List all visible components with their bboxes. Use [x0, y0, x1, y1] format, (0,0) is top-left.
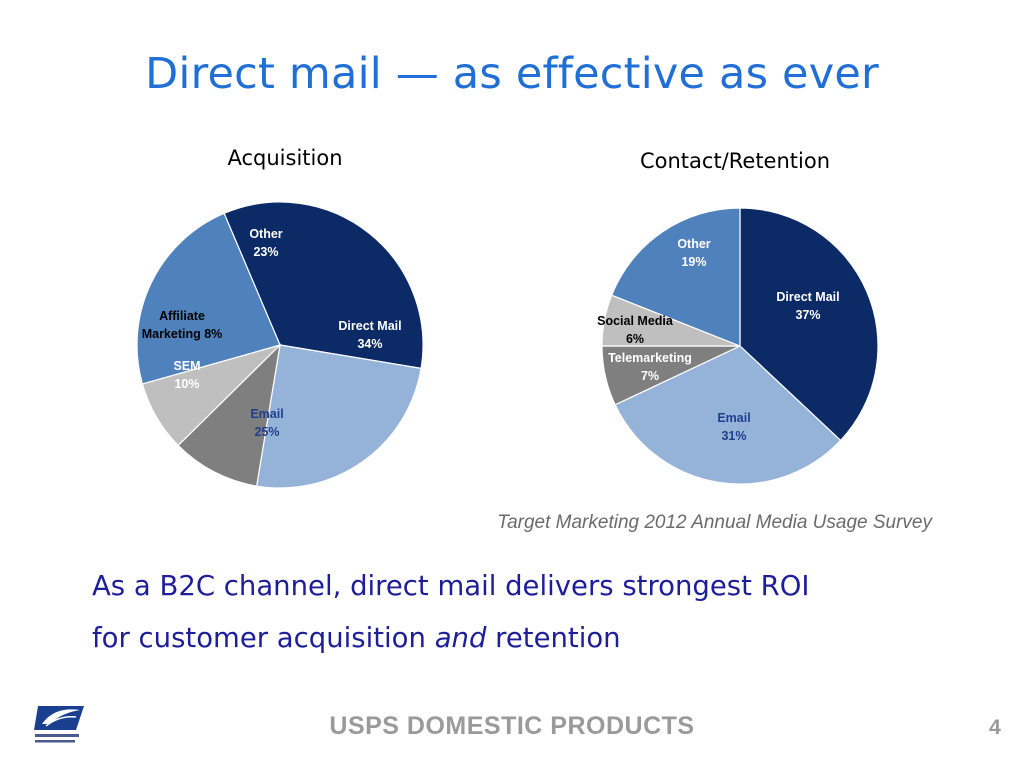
- pie-label-affiliate-marketing: Affiliate Marketing 8%: [142, 309, 223, 341]
- footer-brand: USPS DOMESTIC PRODUCTS: [329, 712, 695, 740]
- acquisition-chart-title: Acquisition: [227, 146, 343, 170]
- pie-slice-email: [614, 345, 842, 485]
- pie-slice-other: [610, 207, 741, 347]
- pie-label-email: Email 31%: [717, 411, 750, 443]
- body-line-1: As a B2C channel, direct mail delivers s…: [92, 570, 810, 602]
- body-line-2-emphasis: and: [434, 622, 487, 654]
- pie-label-social-media: Social Media 6%: [597, 314, 674, 346]
- pie-slice-other: [136, 212, 281, 385]
- body-line-2-start: for customer acquisition: [92, 622, 435, 654]
- pie-slice-email: [255, 344, 422, 489]
- pie-slice-direct-mail: [739, 207, 879, 442]
- pie-label-direct-mail: Direct Mail 37%: [776, 290, 839, 322]
- retention-chart-title: Contact/Retention: [639, 149, 831, 173]
- body-line-2-end: retention: [486, 622, 621, 654]
- source-citation: Target Marketing 2012 Annual Media Usage…: [497, 512, 932, 533]
- pie-slice-direct-mail: [223, 201, 424, 370]
- pie-label-other: Other 23%: [249, 227, 282, 259]
- body-line-2: for customer acquisition and retention: [92, 612, 972, 664]
- pie-label-telemarketing: Telemarketing 7%: [608, 351, 692, 383]
- slide-title: Direct mail — as effective as ever: [145, 49, 879, 99]
- body-text: As a B2C channel, direct mail delivers s…: [92, 560, 972, 664]
- pie-slice-sem: [177, 343, 281, 487]
- pie-label-other: Other 19%: [677, 237, 710, 269]
- page-number: 4: [989, 716, 1001, 739]
- pie-label-sem: SEM 10%: [173, 359, 200, 391]
- usps-eagle-logo: [34, 706, 84, 743]
- pie-label-email: Email 25%: [250, 407, 283, 439]
- pie-label-direct-mail: Direct Mail 34%: [338, 319, 401, 351]
